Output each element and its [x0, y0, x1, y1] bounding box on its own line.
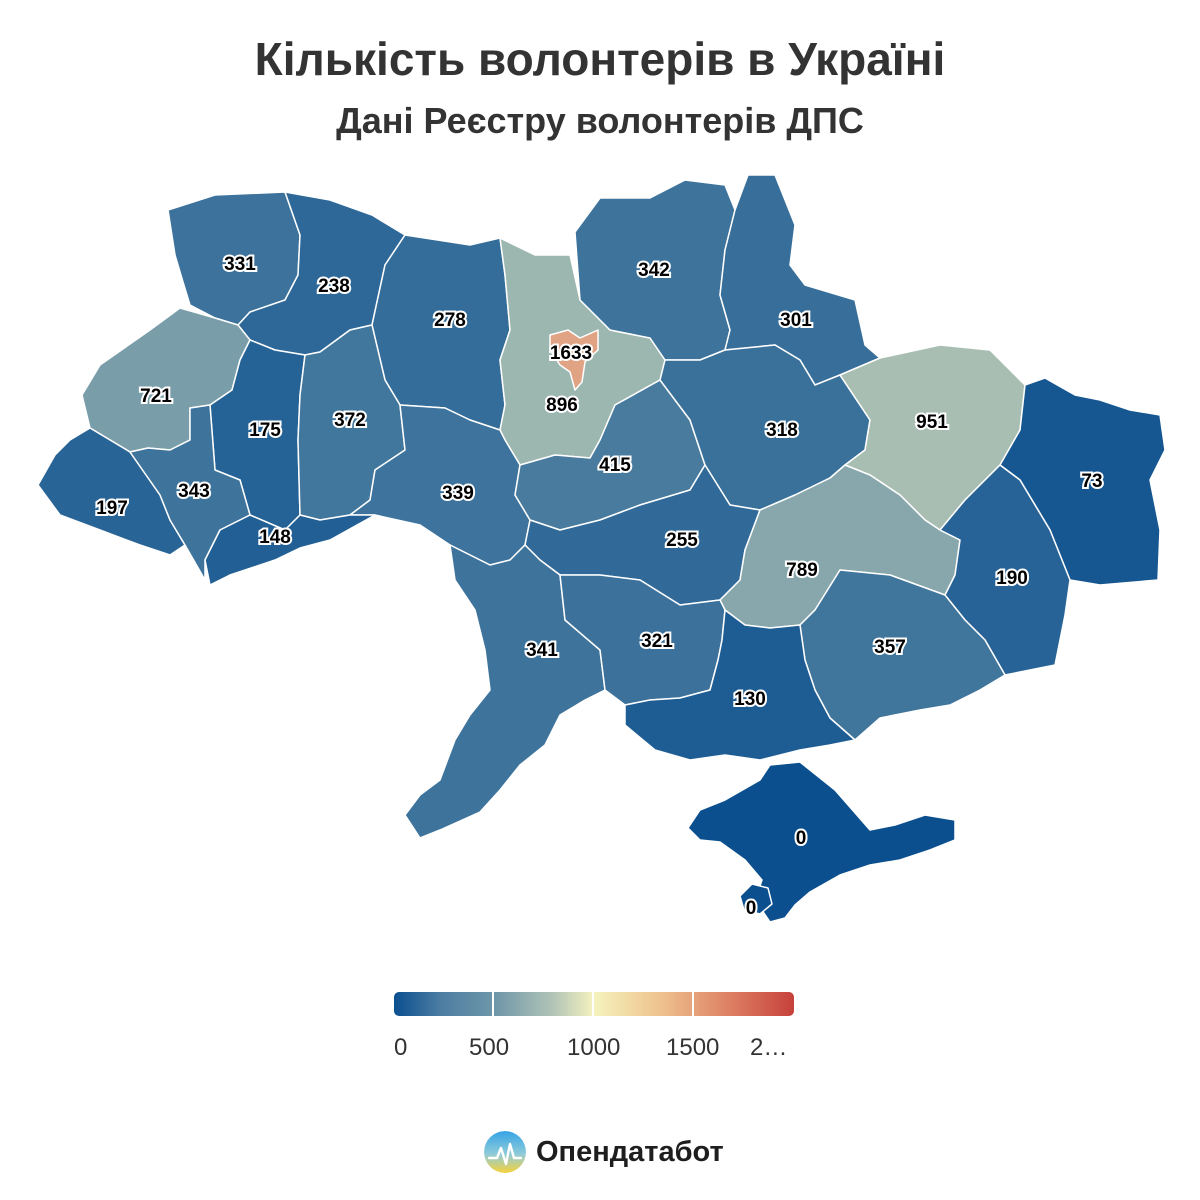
- label-donetsk: 190: [996, 568, 1028, 589]
- legend-tick-max: 2…: [750, 1034, 788, 1061]
- region-kherson[interactable]: [624, 609, 856, 761]
- label-cherkasy: 415: [599, 455, 631, 476]
- label-vinnytsia: 339: [442, 483, 474, 504]
- label-ivano-frankivsk: 343: [178, 481, 210, 502]
- legend-tick-1500: 1500: [666, 1034, 720, 1061]
- label-kherson: 130: [734, 689, 766, 710]
- region-donetsk[interactable]: [939, 464, 1071, 676]
- region-sevastopol[interactable]: [739, 883, 773, 915]
- label-crimea: 0: [796, 828, 807, 849]
- label-kirovohrad: 255: [666, 530, 698, 551]
- legend-tick-500: 500: [469, 1034, 510, 1061]
- label-kyiv-city: 1633: [550, 343, 592, 364]
- label-sevastopol: 0: [746, 898, 757, 919]
- region-kyiv-city[interactable]: [549, 329, 599, 391]
- label-chernivtsi: 148: [259, 527, 291, 548]
- brand-name: Опендатабот: [536, 1135, 724, 1168]
- label-dnipropetrovsk: 789: [786, 560, 818, 581]
- legend-separator: [592, 992, 594, 1016]
- label-luhansk: 73: [1081, 471, 1102, 492]
- map-subtitle: Дані Реєстру волонтерів ДПС: [336, 100, 864, 141]
- label-kyiv-oblast: 896: [546, 395, 578, 416]
- label-lviv: 721: [140, 386, 172, 407]
- region-chernivtsi[interactable]: [204, 514, 376, 586]
- label-volyn: 331: [224, 254, 256, 275]
- color-legend: [394, 992, 794, 1016]
- label-sumy: 301: [780, 310, 812, 331]
- label-poltava: 318: [766, 420, 798, 441]
- label-ternopil: 175: [249, 420, 281, 441]
- map-title: Кількість волонтерів в Україні: [254, 33, 946, 85]
- label-rivne: 238: [318, 276, 350, 297]
- legend-tick-0: 0: [394, 1034, 408, 1061]
- region-odesa[interactable]: [404, 544, 606, 839]
- label-mykolaiv: 321: [641, 631, 673, 652]
- opendatabot-logo-icon: [484, 1131, 526, 1173]
- brand: Опендатабот: [484, 1130, 724, 1174]
- label-odesa: 341: [526, 640, 558, 661]
- legend-color-bar: [394, 992, 794, 1016]
- label-zakarpattia: 197: [96, 498, 128, 519]
- region-crimea[interactable]: [687, 761, 956, 923]
- label-zhytomyr: 278: [434, 310, 466, 331]
- legend-separator: [692, 992, 694, 1016]
- legend-separator: [492, 992, 494, 1016]
- label-khmelnytskyi: 372: [334, 410, 366, 431]
- region-ivano-frankivsk[interactable]: [129, 404, 251, 581]
- label-chernihiv: 342: [638, 260, 670, 281]
- legend-tick-1000: 1000: [567, 1034, 621, 1061]
- label-zaporizhzhia: 357: [874, 637, 906, 658]
- label-kharkiv: 951: [916, 412, 948, 433]
